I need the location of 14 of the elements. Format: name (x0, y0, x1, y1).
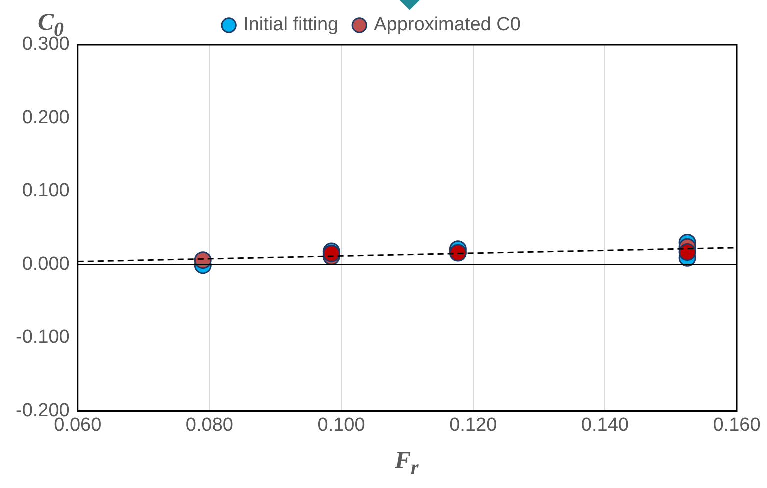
x-tick-label: 0.120 (450, 414, 498, 436)
legend-label: Initial fitting (244, 14, 339, 36)
point (449, 244, 467, 262)
x-tick-label: 0.140 (581, 414, 629, 436)
y-tick-label: 0.200 (22, 107, 70, 128)
y-tick-label: -0.100 (16, 327, 70, 348)
x-axis-title: F$_{r}$ (395, 448, 419, 480)
point (678, 244, 696, 262)
y-tick-label: 0.000 (22, 254, 70, 275)
x-tick-label: 0.080 (186, 414, 234, 436)
legend-label: Approximated C0 (374, 14, 521, 36)
y-tick-label: 0.100 (22, 180, 70, 202)
x-tick-label: 0.100 (318, 414, 366, 436)
x-tick-label: 0.160 (713, 414, 761, 436)
